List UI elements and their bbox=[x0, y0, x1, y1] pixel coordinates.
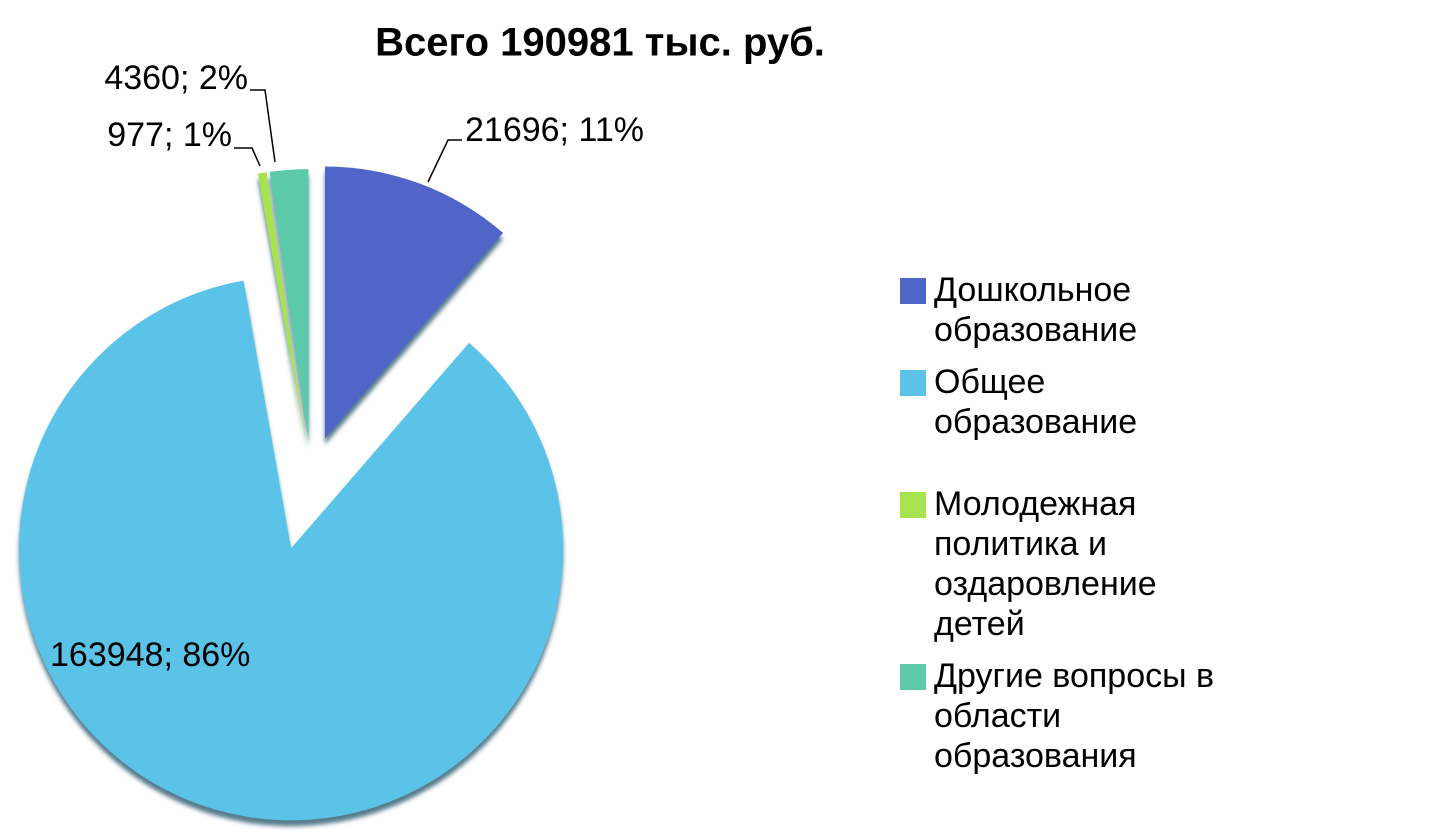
legend-swatch bbox=[900, 370, 926, 396]
pie-slice bbox=[257, 172, 306, 442]
leader-line bbox=[250, 89, 276, 163]
legend-item: Молодежная политика и оздаровление детей bbox=[900, 484, 1440, 644]
legend-label: Дошкольное образование bbox=[934, 271, 1138, 349]
leader-line bbox=[427, 139, 462, 183]
pie-slice bbox=[19, 280, 564, 821]
pie-slice bbox=[269, 169, 309, 442]
legend-item: Дошкольное образование bbox=[900, 270, 1440, 350]
legend-item: Общее образование bbox=[900, 362, 1440, 442]
legend: Дошкольное образование Общее образование М… bbox=[900, 270, 1440, 788]
pie-slice bbox=[324, 166, 504, 439]
legend-label: Общее образование bbox=[934, 363, 1138, 441]
data-label: 21696; 11% bbox=[465, 111, 644, 149]
chart-title: Всего 190981 тыс. руб. bbox=[375, 21, 825, 65]
leader-line bbox=[234, 147, 261, 167]
data-label: 977; 1% bbox=[107, 116, 232, 154]
legend-swatch bbox=[900, 278, 926, 304]
legend-swatch bbox=[900, 492, 926, 518]
legend-item: Другие вопросы в области образования bbox=[900, 656, 1440, 776]
pie bbox=[19, 166, 564, 821]
data-label: 163948; 86% bbox=[50, 636, 250, 674]
legend-label: Другие вопросы в области образования bbox=[934, 657, 1215, 775]
data-label: 4360; 2% bbox=[104, 59, 248, 97]
legend-swatch bbox=[900, 664, 926, 690]
legend-label: Молодежная политика и оздаровление детей bbox=[934, 485, 1157, 643]
